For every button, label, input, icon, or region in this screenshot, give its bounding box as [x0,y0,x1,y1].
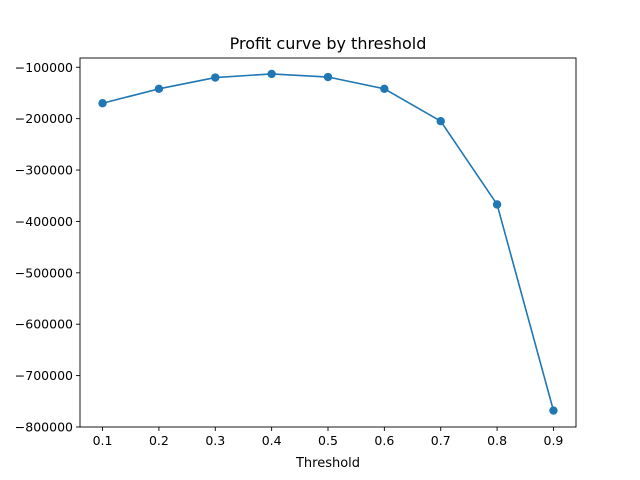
y-tick-label: −400000 [15,214,73,229]
data-point [154,84,164,94]
x-tick-label: 0.4 [262,433,282,448]
y-tick-label: −500000 [15,265,73,280]
x-tick-label: 0.3 [205,433,225,448]
data-point [98,99,107,108]
y-tick-label: −600000 [15,317,73,332]
x-tick-label: 0.9 [544,433,564,448]
y-tick-label: −100000 [15,60,73,75]
data-point [323,72,333,82]
data-point [380,84,389,94]
x-tick-label: 0.8 [487,433,507,448]
x-tick-label: 0.6 [374,433,394,448]
x-tick-label: 0.7 [431,433,451,448]
x-tick-label: 0.2 [149,433,169,448]
y-tick-label: −200000 [15,111,73,126]
y-tick-label: −800000 [15,420,73,435]
x-axis-label: Threshold [295,456,360,471]
plot-area: 0.1 0.2 0.3 0.4 0.5 0.6 0.7 0.8 0.9 −100000 −20000… [15,57,577,448]
data-point [211,73,220,82]
y-tick-label: −300000 [15,163,73,178]
x-tick-label: 0.5 [318,433,338,448]
x-tick-label: 0.1 [93,433,113,448]
data-point [267,69,276,79]
data-point [549,406,558,415]
data-point [436,117,445,126]
data-point [492,200,502,209]
chart-title: Profit curve by threshold [230,34,427,53]
y-tick-label: −700000 [15,368,73,383]
